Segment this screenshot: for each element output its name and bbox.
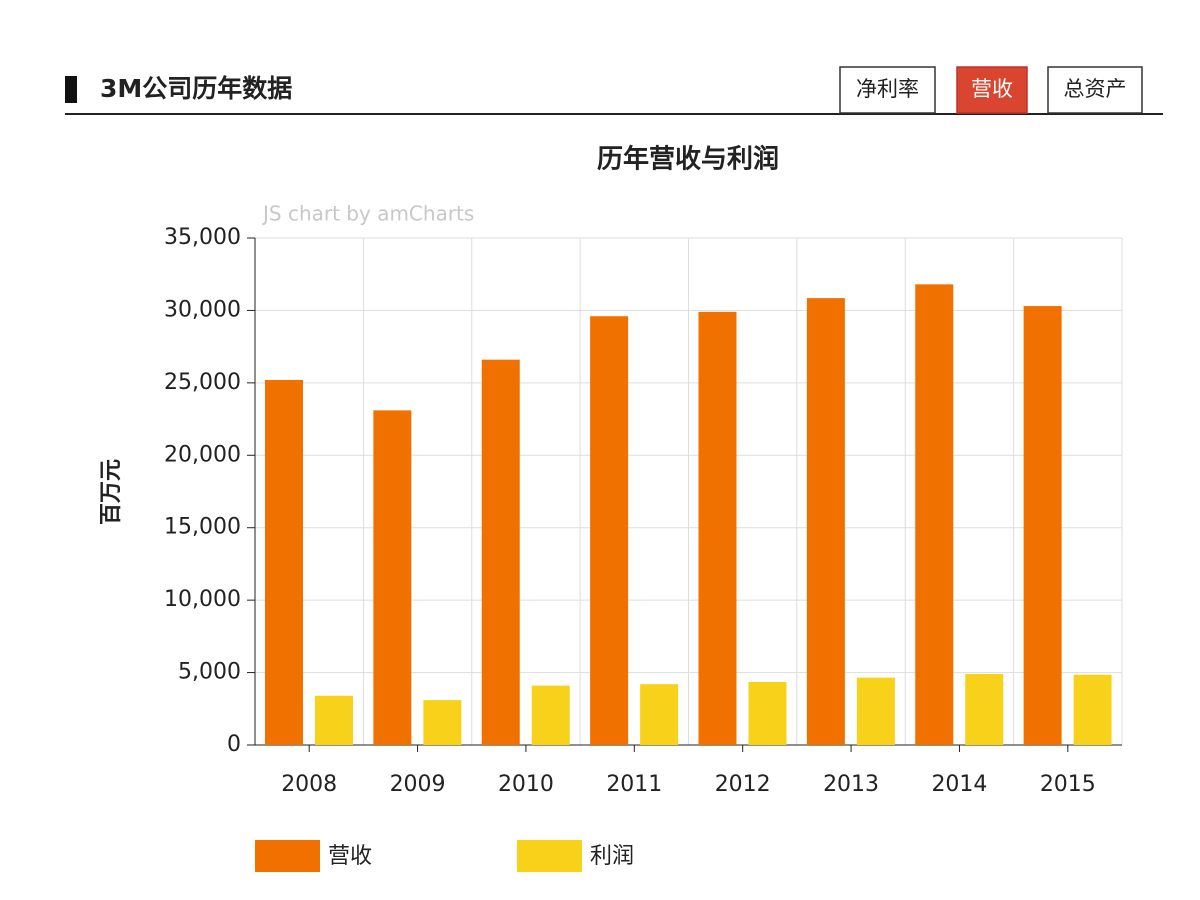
x-tick-label: 2011 [606,772,662,797]
bar [373,410,412,745]
tab-label: 总资产 [1064,77,1127,101]
x-tick-label: 2010 [498,772,554,797]
y-tick-label: 30,000 [164,297,241,322]
legend-label: 营收 [328,844,372,869]
tab-label: 净利率 [856,77,919,101]
x-tick-label: 2013 [823,772,879,797]
tab-box [956,66,1028,114]
x-tick-label: 2012 [715,772,771,797]
y-axis-label: 百万元 [99,459,124,525]
bar [1023,306,1062,745]
tab[interactable]: 总资产 [1047,66,1143,114]
y-tick-label: 25,000 [164,370,241,395]
x-tick-label: 2009 [390,772,446,797]
x-tick-label: 2015 [1040,772,1096,797]
bar [1073,674,1112,745]
x-tick-label: 2014 [931,772,987,797]
bar [915,284,954,745]
bar [965,674,1004,745]
y-tick-label: 5,000 [178,660,241,685]
bar [856,677,895,745]
y-tick-label: 10,000 [164,587,241,612]
legend-label: 利润 [590,844,634,869]
bar [481,359,520,745]
legend-swatch [517,840,582,872]
bar [748,681,787,745]
bar [265,379,303,745]
x-tick-label: 2008 [281,772,337,797]
legend-swatch [255,840,320,872]
y-tick-label: 0 [227,732,241,757]
page-title: 3M公司历年数据 [100,74,292,103]
bar [590,316,629,745]
tab[interactable]: 营收 [956,66,1028,114]
tab-label: 营收 [971,77,1013,101]
tab[interactable]: 净利率 [839,66,936,114]
watermark: JS chart by amCharts [261,202,474,226]
y-tick-label: 15,000 [164,515,241,540]
chart-title: 历年营收与利润 [597,144,779,175]
bar [806,298,845,745]
bar [423,700,462,745]
bar [531,685,570,745]
tab-box [839,66,936,114]
title-marker [65,76,77,103]
y-tick-label: 20,000 [164,442,241,467]
y-tick-label: 35,000 [164,225,241,250]
bar [315,695,353,745]
bar [640,684,679,745]
bar [698,311,737,745]
tab-box [1047,66,1143,114]
